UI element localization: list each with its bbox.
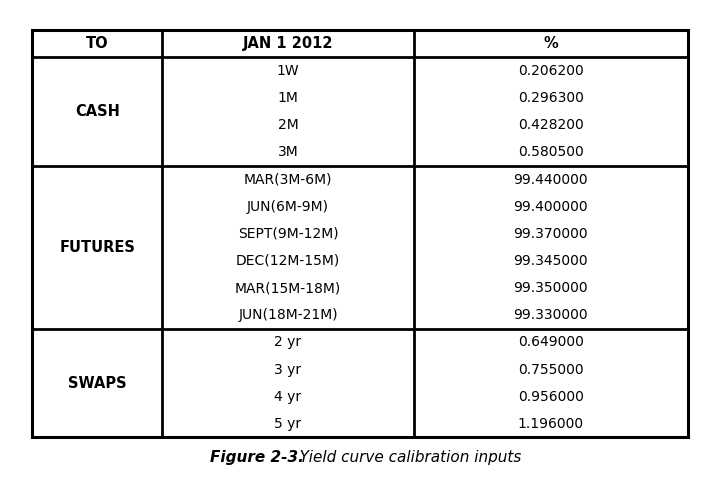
Text: 1W: 1W xyxy=(276,64,300,78)
Text: JUN(6M-9M): JUN(6M-9M) xyxy=(247,200,329,214)
Text: 1M: 1M xyxy=(278,91,298,105)
Text: 0.755000: 0.755000 xyxy=(518,362,584,377)
Text: %: % xyxy=(544,36,558,51)
Text: 0.296300: 0.296300 xyxy=(518,91,584,105)
Text: JUN(18M-21M): JUN(18M-21M) xyxy=(238,308,338,322)
Text: 99.345000: 99.345000 xyxy=(513,254,588,268)
Text: MAR(3M-6M): MAR(3M-6M) xyxy=(244,173,332,186)
Text: 2M: 2M xyxy=(278,118,298,132)
Text: 5 yr: 5 yr xyxy=(274,417,302,431)
Text: 1.196000: 1.196000 xyxy=(518,417,584,431)
Text: 4 yr: 4 yr xyxy=(274,390,302,403)
Text: FUTURES: FUTURES xyxy=(59,240,135,255)
Text: Figure 2-3.: Figure 2-3. xyxy=(210,450,305,466)
Text: 99.400000: 99.400000 xyxy=(513,200,588,214)
Text: 99.330000: 99.330000 xyxy=(513,308,588,322)
Text: 3 yr: 3 yr xyxy=(274,362,302,377)
Text: SEPT(9M-12M): SEPT(9M-12M) xyxy=(238,227,338,241)
Text: TO: TO xyxy=(86,36,109,51)
Text: 0.580500: 0.580500 xyxy=(518,145,584,159)
Text: 0.956000: 0.956000 xyxy=(518,390,584,403)
Text: 0.649000: 0.649000 xyxy=(518,336,584,349)
Text: 99.370000: 99.370000 xyxy=(513,227,588,241)
Text: 0.206200: 0.206200 xyxy=(518,64,584,78)
Text: 0.428200: 0.428200 xyxy=(518,118,584,132)
Text: 3M: 3M xyxy=(278,145,298,159)
Text: MAR(15M-18M): MAR(15M-18M) xyxy=(235,281,341,295)
Text: 2 yr: 2 yr xyxy=(274,336,302,349)
Text: Yield curve calibration inputs: Yield curve calibration inputs xyxy=(285,450,521,466)
Text: DEC(12M-15M): DEC(12M-15M) xyxy=(236,254,340,268)
Text: CASH: CASH xyxy=(75,104,120,119)
Text: SWAPS: SWAPS xyxy=(68,376,127,391)
Text: 99.440000: 99.440000 xyxy=(513,173,588,186)
Text: 99.350000: 99.350000 xyxy=(513,281,588,295)
Text: JAN 1 2012: JAN 1 2012 xyxy=(243,36,333,51)
